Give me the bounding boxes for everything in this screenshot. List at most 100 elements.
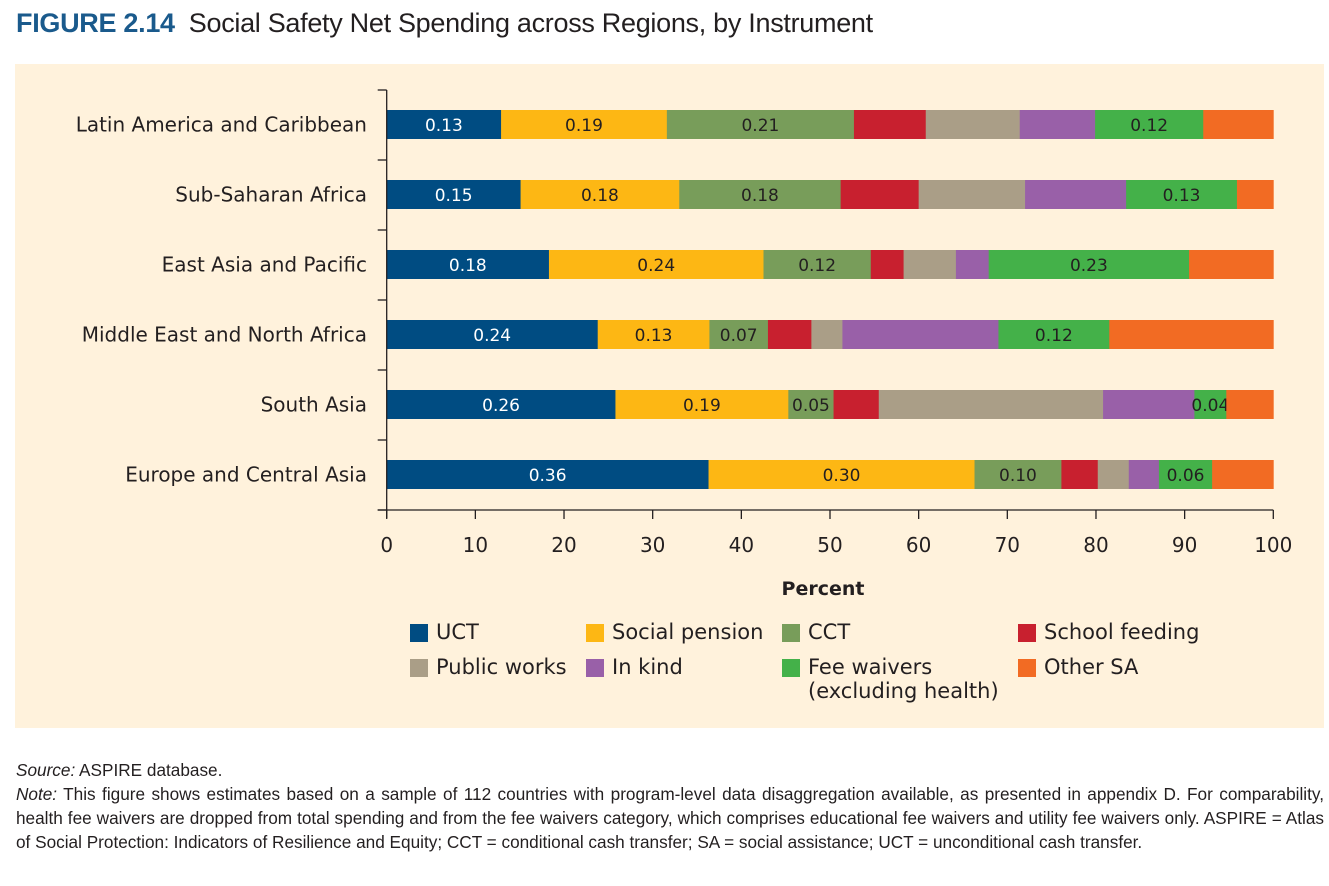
bar-segment-social-pension [548, 250, 764, 279]
data-label: 0.13 [635, 326, 673, 346]
bar-segment-in-kind [1019, 110, 1096, 139]
data-label: 0.10 [999, 466, 1037, 486]
bar-segment-cct [709, 320, 769, 349]
x-tick-label: 90 [1172, 533, 1197, 557]
data-label: 0.30 [823, 466, 861, 486]
bar-segment-fee-waivers-excluding-health [1194, 390, 1227, 419]
bar-segment-other-sa [1226, 390, 1274, 419]
figure-caption: Social Safety Net Spending across Region… [188, 8, 873, 38]
note-paragraph: Note: This figure shows estimates based … [16, 782, 1324, 854]
x-tick-label: 40 [729, 533, 754, 557]
data-label: 0.23 [1070, 256, 1108, 276]
bar-segment-school-feeding [833, 390, 880, 419]
bar-segment-uct [386, 460, 709, 489]
x-tick-label: 70 [995, 533, 1020, 557]
bar-segment-school-feeding [1061, 460, 1099, 489]
x-tick-label: 20 [551, 533, 576, 557]
data-label: 0.12 [1130, 116, 1168, 136]
x-tick-label: 30 [640, 533, 665, 557]
data-label: 0.24 [473, 326, 511, 346]
legend-swatch [410, 624, 428, 642]
legend-swatch [410, 659, 428, 677]
legend-label: School feeding [1044, 620, 1200, 644]
category-label: Latin America and Caribbean [76, 113, 367, 137]
legend: UCT Social pension CCT School feeding Public… [410, 620, 1270, 720]
bar-segment-school-feeding [853, 110, 927, 139]
bar-segment-school-feeding [870, 250, 904, 279]
x-tick-label: 50 [817, 533, 842, 557]
data-label: 0.19 [565, 116, 603, 136]
data-label: 0.04 [1191, 396, 1229, 416]
bar-segment-uct [386, 390, 616, 419]
bar-segment-uct [386, 110, 502, 139]
bar-segment-cct [788, 390, 834, 419]
source-text: ASPIRE database. [75, 760, 223, 780]
data-label: 0.13 [425, 116, 463, 136]
bar-segment-school-feeding [767, 320, 812, 349]
bar-row: Sub-Saharan Africa 0.15 0.18 0.18 0.13 [175, 180, 1274, 209]
bar-segment-cct [763, 250, 872, 279]
bar-segment-other-sa [1189, 250, 1274, 279]
bar-segment-uct [386, 250, 550, 279]
category-label: East Asia and Pacific [162, 253, 367, 277]
data-label: 0.06 [1167, 466, 1205, 486]
bar-row: Latin America and Caribbean 0.13 0.19 0.21 0… [76, 110, 1274, 139]
data-label: 0.13 [1163, 186, 1201, 206]
bar-row: Europe and Central Asia 0.36 0.30 0.10 0.06 [125, 460, 1274, 489]
bar-segment-fee-waivers-excluding-health [998, 320, 1110, 349]
bar-segment-public-works [903, 250, 957, 279]
data-label: 0.36 [529, 466, 567, 486]
bar-segment-fee-waivers-excluding-health [1126, 180, 1238, 209]
bars-group: Latin America and Caribbean 0.13 0.19 0.21 0… [76, 110, 1274, 489]
legend-swatch [586, 659, 604, 677]
bar-segment-cct [666, 110, 855, 139]
legend-label: In kind [612, 655, 683, 679]
bar-segment-fee-waivers-excluding-health [988, 250, 1190, 279]
x-tick-label: 60 [906, 533, 931, 557]
bar-row: South Asia 0.26 0.19 0.05 0.04 [261, 390, 1274, 419]
bar-segment-uct [386, 180, 521, 209]
data-label: 0.12 [798, 256, 836, 276]
bar-segment-public-works [878, 390, 1104, 419]
bar-segment-public-works [918, 180, 1026, 209]
bar-segment-public-works [811, 320, 843, 349]
legend-item: School feeding [1018, 620, 1199, 644]
data-label: 0.24 [637, 256, 675, 276]
bar-segment-social-pension [501, 110, 668, 139]
category-label: Sub-Saharan Africa [175, 183, 367, 207]
source-label: Source: [16, 760, 76, 780]
legend-item: Social pension [586, 620, 763, 644]
x-tick-label: 80 [1083, 533, 1108, 557]
bar-segment-social-pension [597, 320, 710, 349]
legend-item: In kind [586, 655, 683, 679]
data-label: 0.18 [449, 256, 487, 276]
legend-label: Other SA [1044, 655, 1139, 679]
bar-segment-social-pension [708, 460, 975, 489]
bar-segment-fee-waivers-excluding-health [1095, 110, 1204, 139]
x-axis-title: Percent [782, 578, 865, 600]
category-label: South Asia [261, 393, 367, 417]
bar-segment-other-sa [1212, 460, 1274, 489]
bar-segment-social-pension [615, 390, 789, 419]
bar-segment-in-kind [1128, 460, 1160, 489]
legend-label: Public works [436, 655, 567, 679]
source-line: Source: ASPIRE database. [16, 758, 1324, 782]
bar-row: East Asia and Pacific 0.18 0.24 0.12 0.23 [162, 250, 1274, 279]
data-label: 0.18 [581, 186, 619, 206]
x-tick-label: 100 [1254, 533, 1292, 557]
category-label: Europe and Central Asia [125, 463, 367, 487]
legend-swatch [1018, 624, 1036, 642]
bar-segment-in-kind [842, 320, 999, 349]
bar-segment-in-kind [955, 250, 990, 279]
bar-segment-other-sa [1109, 320, 1274, 349]
bar-segment-uct [386, 320, 599, 349]
note-text: This figure shows estimates based on a s… [16, 784, 1324, 852]
x-tick-label: 0 [380, 533, 393, 557]
bar-row: Middle East and North Africa 0.24 0.13 0.07… [82, 320, 1274, 349]
legend-label: UCT [436, 620, 479, 644]
source-notes: Source: ASPIRE database. Note: This figu… [16, 758, 1324, 854]
data-label: 0.18 [741, 186, 779, 206]
bar-segment-public-works [1097, 460, 1130, 489]
legend-item: CCT [782, 620, 850, 644]
bar-segment-other-sa [1203, 110, 1274, 139]
